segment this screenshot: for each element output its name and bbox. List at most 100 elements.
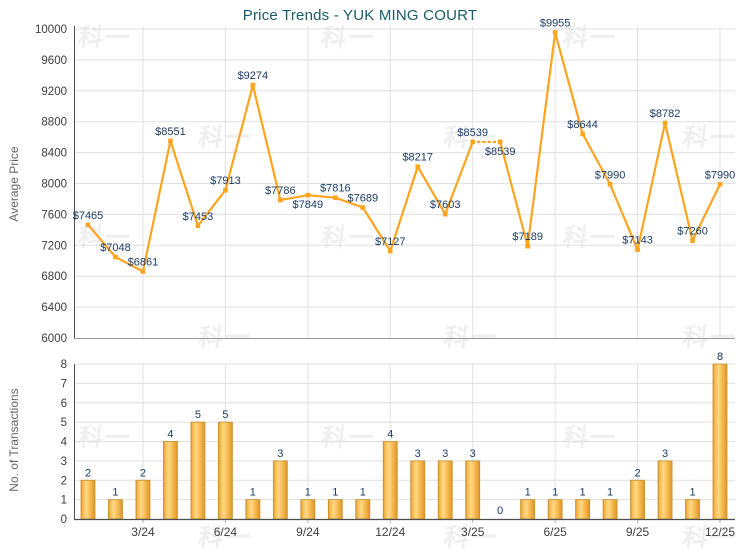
data-point-marker <box>168 138 173 144</box>
transaction-bar <box>410 460 426 520</box>
watermark: 科一 <box>76 224 134 252</box>
price-point-label: $7913 <box>210 175 241 187</box>
x-tick-label: 3/25 <box>461 525 485 539</box>
bar-value-label: 4 <box>167 429 173 441</box>
transaction-bar <box>80 479 96 520</box>
price-point-label: $7453 <box>183 211 214 223</box>
price-point-label: $7189 <box>512 231 543 243</box>
transaction-bar <box>437 460 453 520</box>
bar-value-label: 1 <box>552 487 558 499</box>
price-point-label: $7127 <box>375 236 406 248</box>
watermark: 科一 <box>681 124 739 152</box>
transaction-bar <box>300 499 316 520</box>
data-point-marker <box>387 248 393 254</box>
data-point-marker <box>223 187 228 193</box>
price-line-segment <box>114 255 145 273</box>
price-point-label: $7260 <box>677 226 708 238</box>
price-ytick-label: 8800 <box>41 117 67 129</box>
watermark: 科一 <box>76 424 134 452</box>
data-point-marker <box>690 238 695 243</box>
watermark: 科一 <box>196 524 254 550</box>
price-line-segment <box>691 183 722 242</box>
watermark: 科一 <box>319 224 377 252</box>
price-line-segment <box>663 121 694 242</box>
price-line-segment <box>141 139 172 273</box>
watermark: 科一 <box>76 24 134 52</box>
watermark: 科一 <box>561 424 619 452</box>
price-point-label: $8217 <box>402 152 433 164</box>
bar-value-label: 3 <box>277 448 283 460</box>
volume-ytick-label: 1 <box>61 495 67 507</box>
watermark: 科一 <box>319 424 377 452</box>
transaction-bar <box>575 499 591 520</box>
price-point-label: $7849 <box>293 199 324 211</box>
price-line-segment <box>581 132 612 186</box>
price-point-label: $7603 <box>430 199 461 211</box>
volume-ytick-label: 4 <box>61 437 68 449</box>
transaction-bar <box>465 460 481 520</box>
price-ytick-label: 7600 <box>41 209 67 221</box>
price-line-segment <box>554 31 584 135</box>
bar-value-label: 1 <box>360 487 366 499</box>
bar-value-label: 8 <box>717 351 723 363</box>
transaction-bar <box>355 499 371 520</box>
watermark: 科一 <box>442 524 500 550</box>
price-point-label: $7786 <box>265 185 296 197</box>
data-point-marker <box>360 205 366 210</box>
price-ytick-label: 7200 <box>41 240 67 252</box>
price-point-label: $9274 <box>238 70 269 82</box>
bar-value-label: 2 <box>635 467 641 479</box>
price-line-segment <box>499 140 529 248</box>
price-line-segment <box>608 183 639 251</box>
bar-value-label: 1 <box>689 487 695 499</box>
data-point-marker <box>552 30 558 35</box>
x-tick-label: 6/24 <box>214 525 238 539</box>
transaction-bar <box>657 460 673 520</box>
price-line-segment <box>306 194 337 199</box>
price-line-segment <box>526 31 557 248</box>
watermark: 科一 <box>561 224 619 252</box>
bar-value-label: 2 <box>85 467 91 479</box>
x-tick-label: 12/24 <box>375 525 405 539</box>
bar-value-label: 0 <box>497 505 503 517</box>
price-line-segment <box>361 206 392 253</box>
transaction-bar <box>108 499 123 520</box>
volume-ytick-label: 3 <box>61 456 67 468</box>
bar-value-label: 1 <box>525 487 531 499</box>
x-tick-label: 6/25 <box>543 525 567 539</box>
price-point-label: $8644 <box>567 119 598 131</box>
data-point-marker <box>525 243 530 249</box>
price-line-segment <box>224 83 254 192</box>
data-point-marker <box>470 139 475 145</box>
bar-value-label: 1 <box>305 487 311 499</box>
transaction-bar <box>327 499 343 520</box>
transaction-bar <box>217 421 233 520</box>
price-ytick-label: 6800 <box>41 271 67 283</box>
bar-value-label: 2 <box>140 467 146 479</box>
volume-ytick-label: 6 <box>61 398 67 410</box>
price-line-segment <box>196 189 227 227</box>
price-ytick-label: 9200 <box>41 86 67 98</box>
bar-value-label: 1 <box>607 487 613 499</box>
price-ytick-label: 6000 <box>41 333 67 345</box>
data-point-marker <box>250 82 256 88</box>
bar-value-label: 5 <box>195 409 201 421</box>
bar-value-label: 4 <box>387 429 393 441</box>
price-point-label: $8539 <box>457 127 488 139</box>
data-point-marker <box>305 192 311 198</box>
transaction-bar <box>163 441 178 520</box>
bar-value-label: 3 <box>415 448 421 460</box>
bar-value-label: 3 <box>442 448 448 460</box>
price-point-label: $8782 <box>650 108 681 120</box>
price-point-label: $7990 <box>595 169 626 181</box>
price-line-segment <box>86 223 117 259</box>
price-point-label: $7816 <box>320 183 351 195</box>
bar-value-label: 3 <box>470 448 476 460</box>
transaction-bar <box>630 479 645 520</box>
data-point-marker <box>497 139 503 145</box>
price-point-label: $6861 <box>128 256 159 268</box>
data-point-marker <box>195 223 201 229</box>
transaction-bar <box>520 499 536 520</box>
